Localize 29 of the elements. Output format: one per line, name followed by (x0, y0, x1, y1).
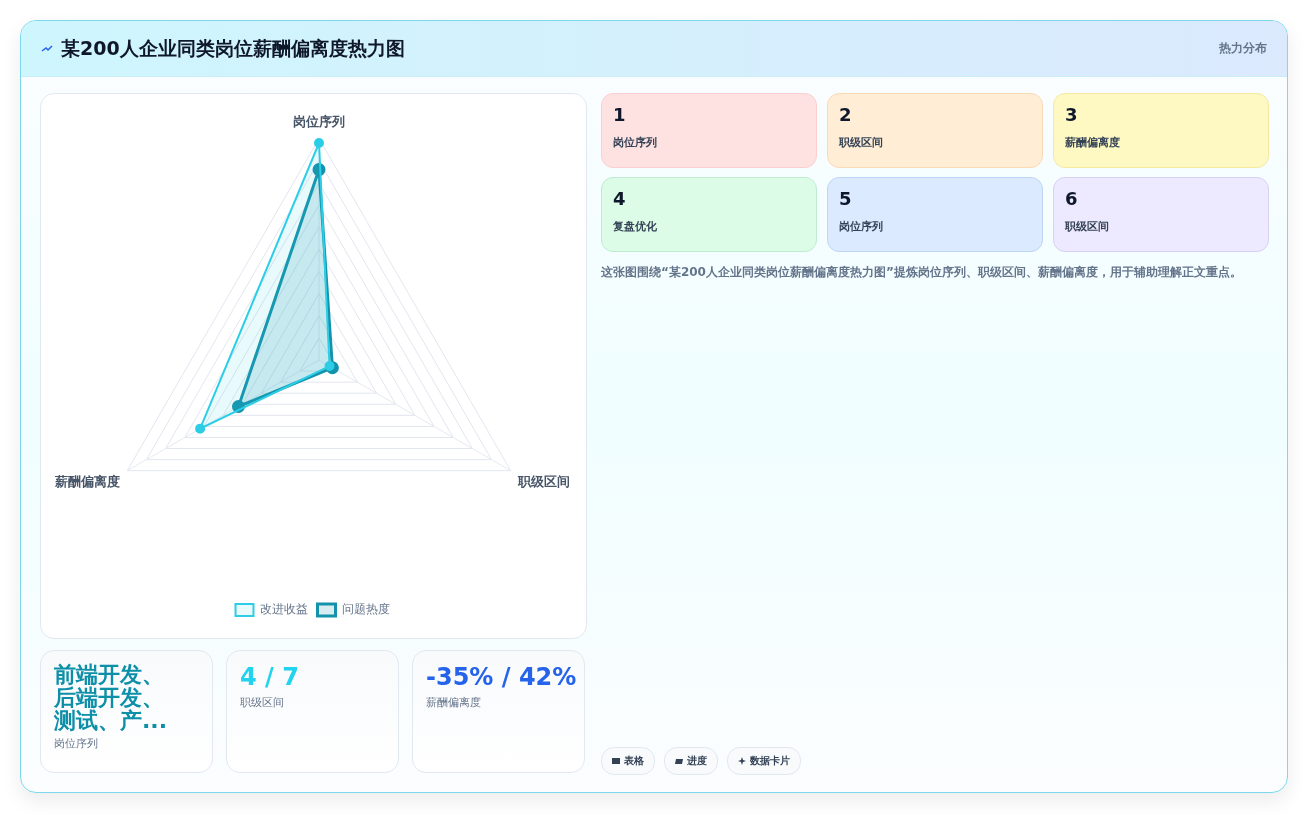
legend-label: 问题热度 (341, 602, 390, 617)
text: -35% / 42% (426, 663, 578, 691)
chart-title: 某200人企业同类岗位薪酬偏离度热力图 (61, 35, 405, 61)
text: 表格 (624, 754, 644, 768)
text: 进度 (687, 754, 707, 768)
text: 前端开发、后端开发、测试、产... (54, 662, 169, 733)
text: 5 (839, 188, 853, 209)
text: 职级区间 (240, 695, 285, 710)
text: 4 / 7 (240, 663, 300, 691)
text: 薪酬偏离度 (426, 695, 482, 710)
text: 热力分布 (1219, 40, 1267, 57)
text: 1 (613, 104, 627, 125)
text: 3 (1065, 104, 1079, 125)
legend-label: 改进收益 (259, 602, 308, 617)
text: 2 (839, 104, 853, 125)
text: 4 (613, 188, 627, 209)
text: 职级区间 (839, 135, 884, 150)
text: 复盘优化 (613, 219, 658, 234)
text: 6 (1065, 188, 1079, 209)
text: 岗位序列 (839, 219, 884, 234)
spoke-label: 薪酬偏离度 (54, 473, 121, 489)
text: 岗位序列 (54, 736, 99, 751)
text: 职级区间 (1065, 219, 1110, 234)
spoke-label: 职级区间 (516, 473, 570, 489)
spoke-label: 岗位序列 (293, 114, 345, 130)
text: 这张图围绕“某200人企业同类岗位薪酬偏离度热力图”提炼岗位序列、职级区间、薪酬偏离度，用于辅助理解正文重点。 (601, 264, 1243, 281)
text: 岗位序列 (613, 135, 658, 150)
text: 薪酬偏离度 (1065, 135, 1121, 150)
text: 数据卡片 (750, 754, 790, 768)
